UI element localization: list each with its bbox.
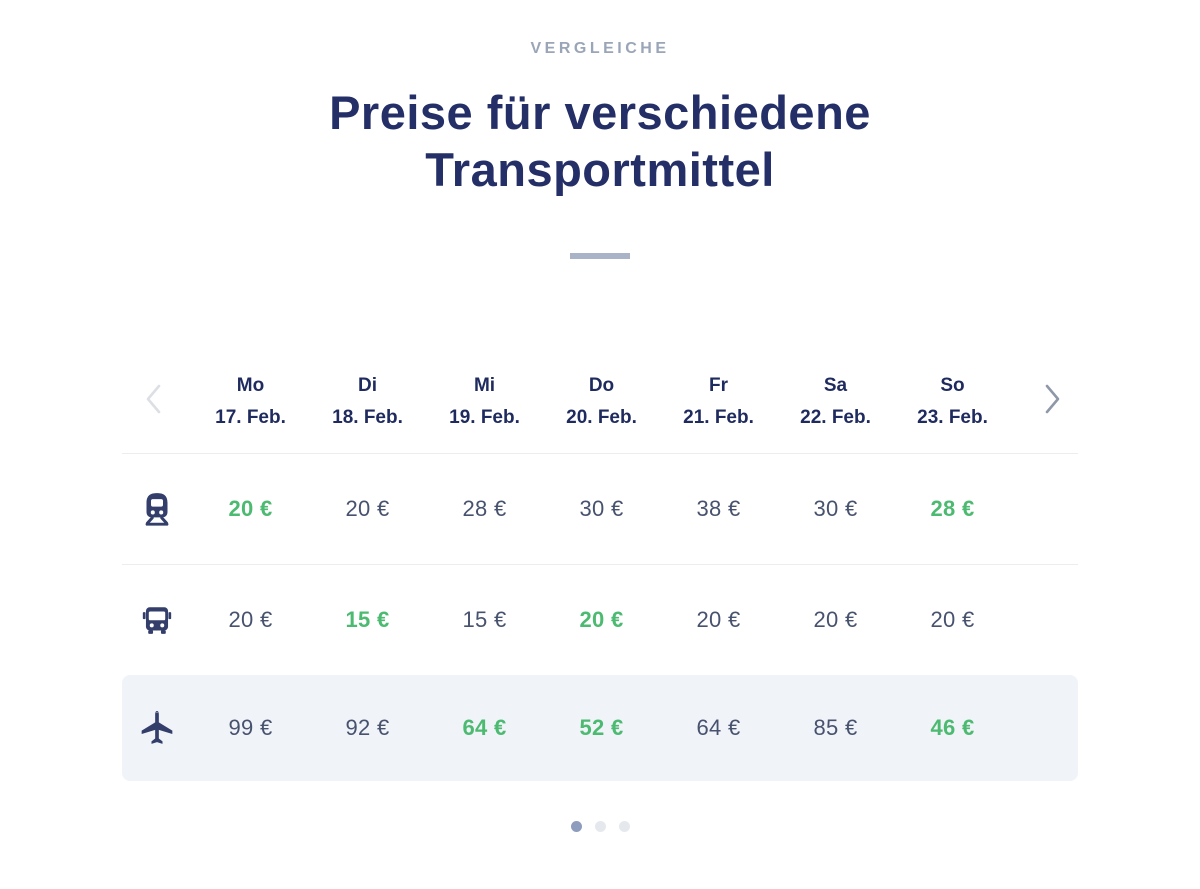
section-eyebrow: VERGLEICHE [530,40,670,57]
carousel-pagination [122,820,1078,832]
date-column-di: Di 18. Feb. [309,375,426,429]
price-cell-train-fr: 38 € [696,495,741,521]
pagination-dot-1[interactable] [570,820,582,832]
price-cell-plane-fr: 64 € [696,714,741,740]
date-column-so: So 23. Feb. [894,375,1011,429]
day-label: Fr [709,374,728,396]
train-icon [122,491,192,527]
date-column-do: Do 20. Feb. [543,375,660,429]
page-title-line-2: Transportmittel [425,143,775,197]
price-cell-bus-mo: 20 € [228,606,273,632]
price-cell-plane-mo: 99 € [228,714,273,740]
date-column-mi: Mi 19. Feb. [426,375,543,429]
date-label: 17. Feb. [215,406,286,428]
date-label: 19. Feb. [449,406,520,428]
price-cell-train-do: 30 € [579,495,624,521]
plane-icon [122,708,192,748]
price-cell-train-so: 28 € [930,495,975,521]
price-cell-train-mi: 28 € [462,495,507,521]
date-label: 18. Feb. [332,406,403,428]
price-cell-plane-sa: 85 € [813,714,858,740]
date-label: 21. Feb. [683,406,754,428]
date-label: 20. Feb. [566,406,637,428]
chevron-right-icon [1040,381,1064,420]
date-column-mo: Mo 17. Feb. [192,375,309,429]
carousel-next-button[interactable] [1038,381,1066,421]
pagination-dot-3[interactable] [618,820,630,832]
price-cell-train-di: 20 € [345,495,390,521]
date-column-sa: Sa 22. Feb. [777,375,894,429]
accent-divider [570,252,630,259]
price-cell-plane-so: 46 € [930,714,975,740]
price-cell-plane-do: 52 € [579,714,624,740]
bus-icon [122,603,192,637]
pagination-dot-2[interactable] [594,820,606,832]
chevron-left-icon [142,381,166,420]
day-label: Mi [473,374,496,396]
date-header-row: Mo 17. Feb. Di 18. Feb. Mi 19. Feb. Do 20. Feb.… [122,363,1078,441]
comparison-section-header: VERGLEICHE Preise für verschiedene Trans… [0,0,1200,259]
price-cell-bus-fr: 20 € [696,606,741,632]
day-label: Do [588,374,615,396]
page-title: Preise für verschiedene Transportmittel [0,84,1200,199]
price-cell-plane-mi: 64 € [462,714,507,740]
page-title-line-1: Preise für verschiedene [329,86,871,139]
day-label: Mo [236,374,265,396]
day-label: So [940,374,965,396]
price-cell-bus-sa: 20 € [813,606,858,632]
table-row-bus: 20 € 15 € 15 € 20 € 20 € 20 € 20 € [122,563,1078,675]
price-cell-bus-so: 20 € [930,606,975,632]
price-cell-bus-do: 20 € [579,606,624,632]
price-cell-train-mo: 20 € [228,495,273,521]
price-cell-plane-di: 92 € [345,714,390,740]
date-column-fr: Fr 21. Feb. [660,375,777,429]
price-comparison-carousel: Mo 17. Feb. Di 18. Feb. Mi 19. Feb. Do 20. Feb.… [122,363,1078,832]
price-cell-bus-mi: 15 € [462,606,507,632]
table-row-train: 20 € 20 € 28 € 30 € 38 € 30 € 28 € [122,452,1078,564]
date-label: 23. Feb. [917,406,988,428]
date-label: 22. Feb. [800,406,871,428]
price-cell-train-sa: 30 € [813,495,858,521]
day-label: Sa [823,374,848,396]
table-row-plane: 99 € 92 € 64 € 52 € 64 € 85 € 46 € [122,674,1078,781]
price-cell-bus-di: 15 € [345,606,390,632]
day-label: Di [358,374,377,396]
carousel-prev-button[interactable] [140,381,168,421]
